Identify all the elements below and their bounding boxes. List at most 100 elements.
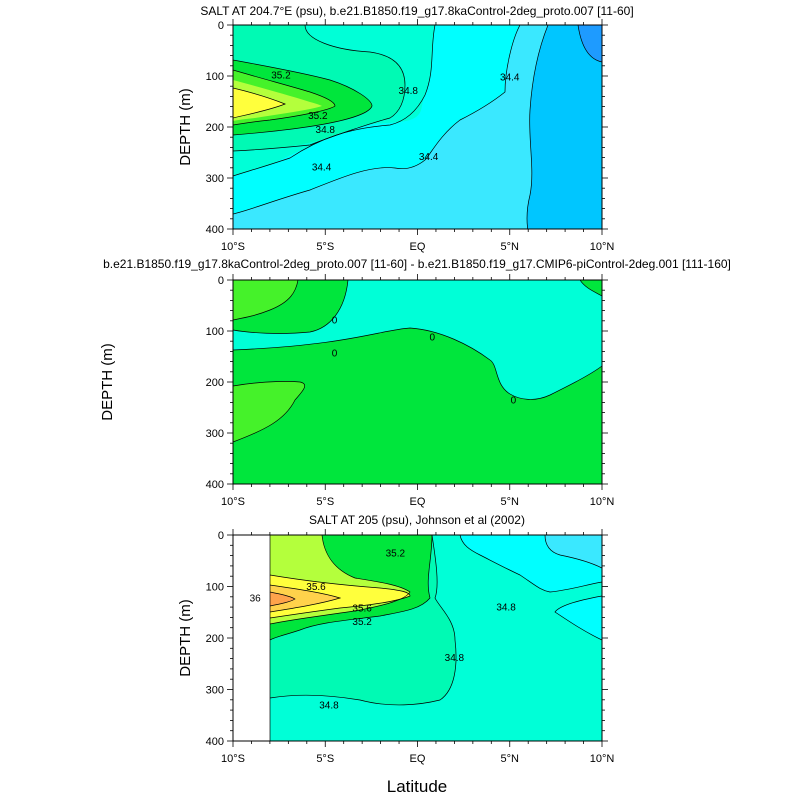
y-tick-label: 100 (206, 71, 224, 83)
contour-label: 35.2 (308, 111, 328, 122)
contour-line (459, 535, 602, 593)
panel-3-contour-labels: 35.2 35.6 36 35.6 35.2 34.8 34.8 34.8 (250, 549, 517, 712)
y-tick-label: 300 (206, 428, 224, 440)
panel-1-y-ticks: 0 100 200 300 400 (206, 20, 608, 236)
contour-label: 0 (511, 395, 517, 406)
contour-line (269, 574, 411, 619)
y-tick-label: 400 (206, 736, 224, 748)
x-tick-label: 10°S (221, 496, 245, 508)
contour-line (269, 584, 342, 613)
x-tick-label: EQ (410, 241, 426, 253)
panel-2-title: b.e21.B1850.f19_g17.8kaControl-2deg_prot… (103, 257, 731, 271)
x-tick-label: 5°S (316, 241, 334, 253)
panel-2-contour-labels: 0 0 0 0 (332, 315, 517, 406)
contour-line (233, 280, 349, 334)
contour-line (233, 25, 406, 152)
y-tick-label: 100 (206, 582, 224, 594)
contour-line (233, 25, 436, 177)
contour-label: 35.6 (352, 604, 372, 615)
region-34.4-34.0 (460, 535, 602, 640)
contour-label: 34.4 (312, 162, 332, 173)
contour-label: 0 (332, 315, 338, 326)
panel-1-x-ticks: 10°S 5°S EQ 5°N 10°N (221, 19, 614, 253)
panel-1-contour-labels: 35.2 35.2 34.8 34.8 34.4 34.4 34.4 (271, 70, 520, 173)
x-tick-label: 5°N (501, 496, 520, 508)
y-tick-label: 200 (206, 633, 224, 645)
panel-1-y-axis-label: DEPTH (m) (177, 88, 194, 166)
contour-line (544, 535, 602, 569)
contour-line (526, 25, 549, 229)
x-tick-label: 5°S (316, 496, 334, 508)
panel-2-x-ticks: 10°S 5°S EQ 5°N 10°N (221, 274, 614, 508)
x-tick-label: EQ (410, 753, 426, 765)
region-34.0-33.6 (527, 25, 602, 229)
contour-line (233, 87, 286, 119)
panel-2: b.e21.B1850.f19_g17.8kaControl-2deg_prot… (99, 257, 731, 508)
contour-label: 35.2 (386, 549, 406, 560)
x-tick-label: 10°N (590, 753, 615, 765)
region-36.4-36.8 (233, 88, 285, 118)
contour-line (233, 327, 602, 400)
contour-line (233, 280, 299, 321)
region-0.4-0.8-upper (233, 280, 298, 320)
x-tick-label: 10°N (590, 496, 615, 508)
panel-1: SALT AT 204.7°E (psu), b.e21.B1850.f19_g… (177, 4, 634, 253)
x-tick-label: EQ (410, 496, 426, 508)
region-36.0-36.4 (270, 575, 410, 618)
contour-label: 34.8 (399, 86, 419, 97)
contour-label: 34.4 (500, 73, 520, 84)
y-tick-label: 300 (206, 685, 224, 697)
x-tick-label: 5°N (501, 241, 520, 253)
y-tick-label: 200 (206, 122, 224, 134)
region-pos-corner (580, 280, 602, 296)
contour-line (269, 591, 296, 607)
panel-3-y-ticks: 0 100 200 300 400 (206, 530, 608, 748)
contour-line (579, 280, 602, 297)
contour-label: 35.6 (306, 582, 326, 593)
contour-label: 36 (250, 593, 262, 604)
x-tick-label: 5°S (316, 753, 334, 765)
region-neg (233, 280, 602, 400)
y-tick-label: 0 (218, 275, 224, 287)
contour-label: 34.8 (316, 125, 336, 136)
x-tick-label: 10°N (590, 241, 615, 253)
contour-line (233, 25, 521, 215)
contour-line (269, 535, 411, 625)
contour-line (233, 381, 306, 443)
region-34.0-33.6 (545, 535, 602, 568)
panel-3-y-axis-label: DEPTH (m) (177, 599, 194, 677)
contour-line (577, 25, 602, 63)
panel-2-y-axis-label: DEPTH (m) (99, 343, 116, 421)
y-tick-label: 400 (206, 224, 224, 236)
y-tick-label: 100 (206, 326, 224, 338)
contour-label: 34.4 (419, 152, 439, 163)
contour-line (269, 535, 457, 706)
contour-label: 34.8 (496, 603, 516, 614)
region-no-data (233, 535, 270, 741)
panel-2-y-ticks: 0 100 200 300 400 (206, 275, 608, 491)
contour-line (269, 535, 433, 641)
contour-line (554, 595, 602, 641)
panel-3-field (233, 535, 602, 741)
y-tick-label: 0 (218, 530, 224, 542)
region-36.4-36.8 (270, 585, 340, 612)
contour-label: 0 (332, 348, 338, 359)
region-36.8-37.2 (270, 592, 295, 606)
contour-label: 34.8 (445, 653, 465, 664)
y-tick-label: 300 (206, 173, 224, 185)
panel-1-field (233, 25, 602, 229)
x-axis-label: Latitude (387, 777, 448, 796)
y-tick-label: 0 (218, 20, 224, 32)
y-tick-label: 400 (206, 479, 224, 491)
panel-3: SALT AT 205 (psu), Johnson et al (2002) … (177, 513, 614, 765)
panel-2-field (233, 280, 602, 484)
region-0.4-0.8-lower (233, 381, 305, 442)
panel-3-x-ticks: 10°S 5°S EQ 5°N 10°N (221, 529, 614, 765)
contour-line (233, 59, 373, 136)
contour-label: 35.2 (271, 70, 291, 81)
panel-1-title: SALT AT 204.7°E (psu), b.e21.B1850.f19_g… (200, 4, 633, 18)
x-tick-label: 10°S (221, 753, 245, 765)
x-tick-label: 10°S (221, 241, 245, 253)
y-tick-label: 200 (206, 377, 224, 389)
